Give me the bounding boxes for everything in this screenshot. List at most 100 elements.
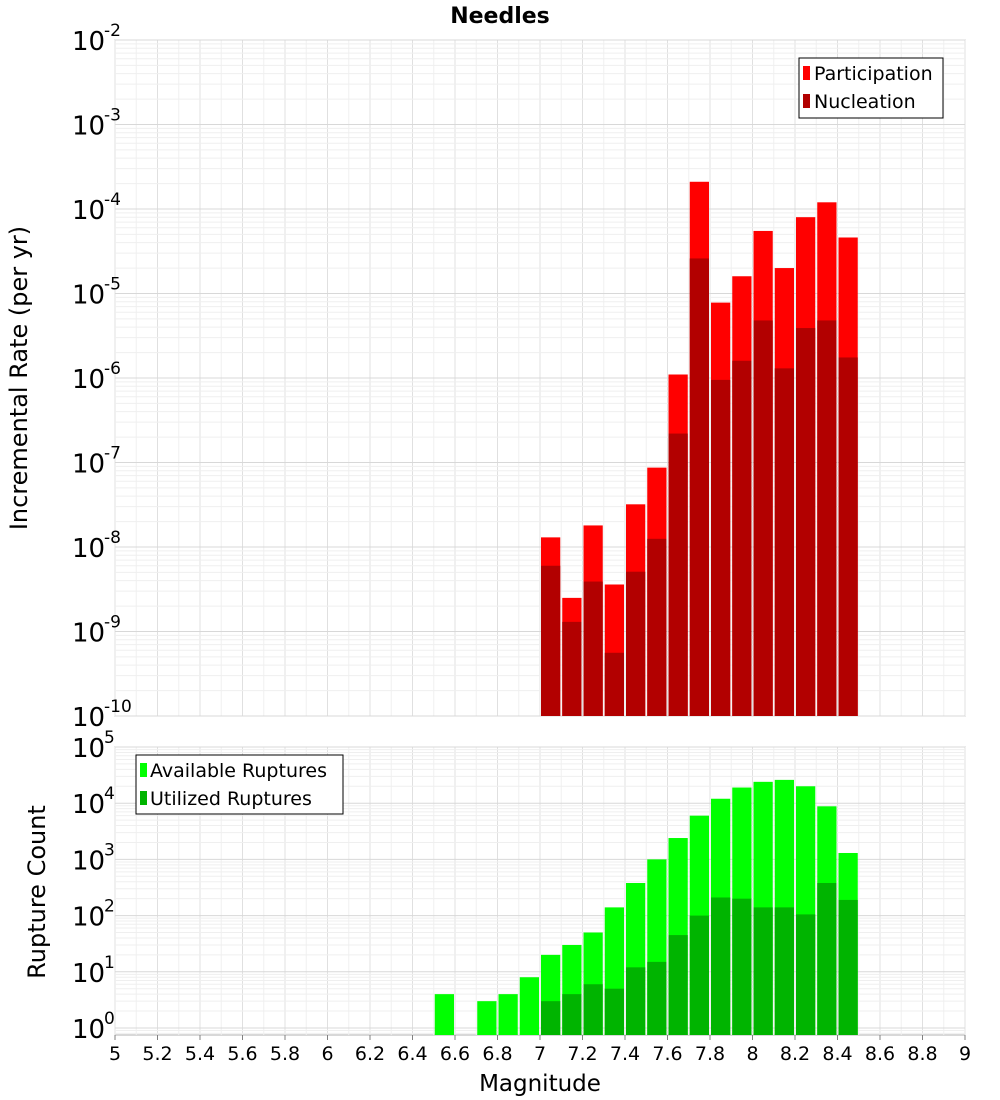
bottom-y-tick-exponent: 5 — [104, 728, 115, 748]
top-y-tick-label: 10 — [72, 703, 105, 733]
top-bar-nucleation — [732, 360, 752, 716]
top-bar-nucleation — [838, 357, 858, 716]
top-y-tick-label: 10 — [72, 450, 105, 480]
top-y-tick-label: 10 — [72, 619, 105, 649]
top-bar-nucleation — [817, 320, 837, 716]
bottom-bar-utilized-ruptures — [796, 914, 816, 1035]
bottom-y-tick-exponent: 2 — [104, 897, 115, 917]
top-y-tick-exponent: -10 — [104, 697, 132, 717]
bottom-bar-available-ruptures — [519, 977, 539, 1035]
bottom-y-tick-label: 10 — [72, 1015, 105, 1045]
x-tick-label: 7.4 — [610, 1043, 640, 1065]
legend-participation-swatch — [803, 66, 810, 80]
legend-utilized-ruptures-swatch — [140, 791, 147, 805]
x-tick-label: 8.6 — [865, 1043, 895, 1065]
top-y-tick-exponent: -2 — [104, 21, 121, 41]
bottom-bar-utilized-ruptures — [774, 907, 794, 1035]
bottom-bar-utilized-ruptures — [562, 994, 582, 1035]
top-bar-nucleation — [774, 368, 794, 716]
x-axis-ticks: 5 5.2 5.4 5.6 5.8 6 6.2 6.4 6.6 6.8 7 7.2 7.4 7.6 7.8 8… — [109, 1035, 971, 1065]
bottom-bar-utilized-ruptures — [711, 897, 731, 1035]
top-y-tick-label: 10 — [72, 27, 105, 57]
bottom-bar-utilized-ruptures — [732, 898, 752, 1035]
top-bar-nucleation — [689, 258, 709, 716]
bottom-y-tick-label: 10 — [72, 734, 105, 764]
top-bar-nucleation — [626, 571, 646, 716]
top-legend: Participation Nucleation — [798, 57, 944, 119]
top-bar-nucleation — [711, 379, 731, 716]
x-tick-label: 5 — [109, 1043, 121, 1065]
top-bar-nucleation — [796, 328, 816, 716]
top-bar-nucleation — [753, 320, 773, 716]
bottom-bar-utilized-ruptures — [583, 984, 603, 1035]
x-tick-label: 6.6 — [440, 1043, 470, 1065]
bottom-bar-available-ruptures — [477, 1001, 497, 1035]
x-tick-label: 5.4 — [185, 1043, 215, 1065]
top-bar-nucleation — [562, 621, 582, 716]
bottom-y-tick-exponent: 3 — [104, 840, 115, 860]
top-y-tick-label: 10 — [72, 281, 105, 311]
bottom-bar-utilized-ruptures — [668, 935, 688, 1035]
top-grid — [114, 39, 966, 717]
chart-title: Needles — [450, 4, 550, 29]
bottom-bar-utilized-ruptures — [689, 915, 709, 1035]
bottom-y-tick-label: 10 — [72, 903, 105, 933]
top-y-tick-label: 10 — [72, 196, 105, 226]
bottom-bar-utilized-ruptures — [541, 1001, 561, 1035]
top-y-tick-label: 10 — [72, 365, 105, 395]
top-bar-nucleation — [647, 538, 667, 716]
x-tick-label: 9 — [959, 1043, 971, 1065]
bottom-legend-box — [135, 754, 344, 815]
x-tick-label: 7.8 — [695, 1043, 725, 1065]
x-tick-label: 7.2 — [567, 1043, 597, 1065]
bottom-y-axis-label: Rupture Count — [23, 805, 51, 979]
top-y-tick-label: 10 — [72, 112, 105, 142]
bottom-y-tick-exponent: 0 — [104, 1009, 115, 1029]
legend-participation-label: Participation — [814, 63, 933, 85]
bottom-bar-available-ruptures — [434, 994, 454, 1035]
legend-available-ruptures-swatch — [140, 763, 147, 777]
top-bar-nucleation — [668, 433, 688, 716]
bottom-bar-utilized-ruptures — [753, 907, 773, 1035]
bottom-bars — [434, 779, 858, 1035]
x-tick-label: 8.2 — [780, 1043, 810, 1065]
bottom-bar-utilized-ruptures — [626, 967, 646, 1035]
legend-nucleation-label: Nucleation — [814, 91, 916, 113]
top-y-tick-exponent: -7 — [104, 444, 121, 464]
bottom-bar-utilized-ruptures — [604, 988, 624, 1035]
legend-available-ruptures-label: Available Ruptures — [150, 760, 327, 782]
bottom-y-tick-label: 10 — [72, 959, 105, 989]
bottom-y-tick-label: 10 — [72, 790, 105, 820]
top-y-tick-exponent: -9 — [104, 613, 121, 633]
bottom-y-tick-exponent: 4 — [104, 784, 115, 804]
x-tick-label: 5.6 — [227, 1043, 257, 1065]
x-tick-label: 7 — [534, 1043, 546, 1065]
x-tick-label: 5.8 — [270, 1043, 300, 1065]
top-y-tick-exponent: -4 — [104, 190, 121, 210]
top-y-tick-exponent: -6 — [104, 359, 121, 379]
x-tick-label: 7.6 — [652, 1043, 682, 1065]
top-bar-nucleation — [541, 565, 561, 716]
top-y-axis-label: Incremental Rate (per yr) — [5, 226, 33, 530]
bottom-bar-utilized-ruptures — [647, 961, 667, 1035]
bottom-bar-utilized-ruptures — [817, 883, 837, 1035]
x-axis-label: Magnitude — [479, 1071, 601, 1097]
top-bar-nucleation — [583, 581, 603, 716]
x-tick-label: 6.2 — [355, 1043, 385, 1065]
x-tick-label: 6.8 — [482, 1043, 512, 1065]
bottom-y-tick-exponent: 1 — [104, 953, 115, 973]
bottom-bar-available-ruptures — [498, 994, 518, 1035]
top-bars — [541, 181, 858, 717]
bottom-legend: Available Ruptures Utilized Ruptures — [135, 754, 344, 815]
x-tick-label: 6 — [321, 1043, 333, 1065]
x-tick-label: 6.4 — [397, 1043, 427, 1065]
top-y-tick-exponent: -8 — [104, 528, 121, 548]
bottom-y-tick-label: 10 — [72, 846, 105, 876]
x-tick-label: 8.4 — [822, 1043, 852, 1065]
top-y-tick-exponent: -3 — [104, 106, 121, 126]
